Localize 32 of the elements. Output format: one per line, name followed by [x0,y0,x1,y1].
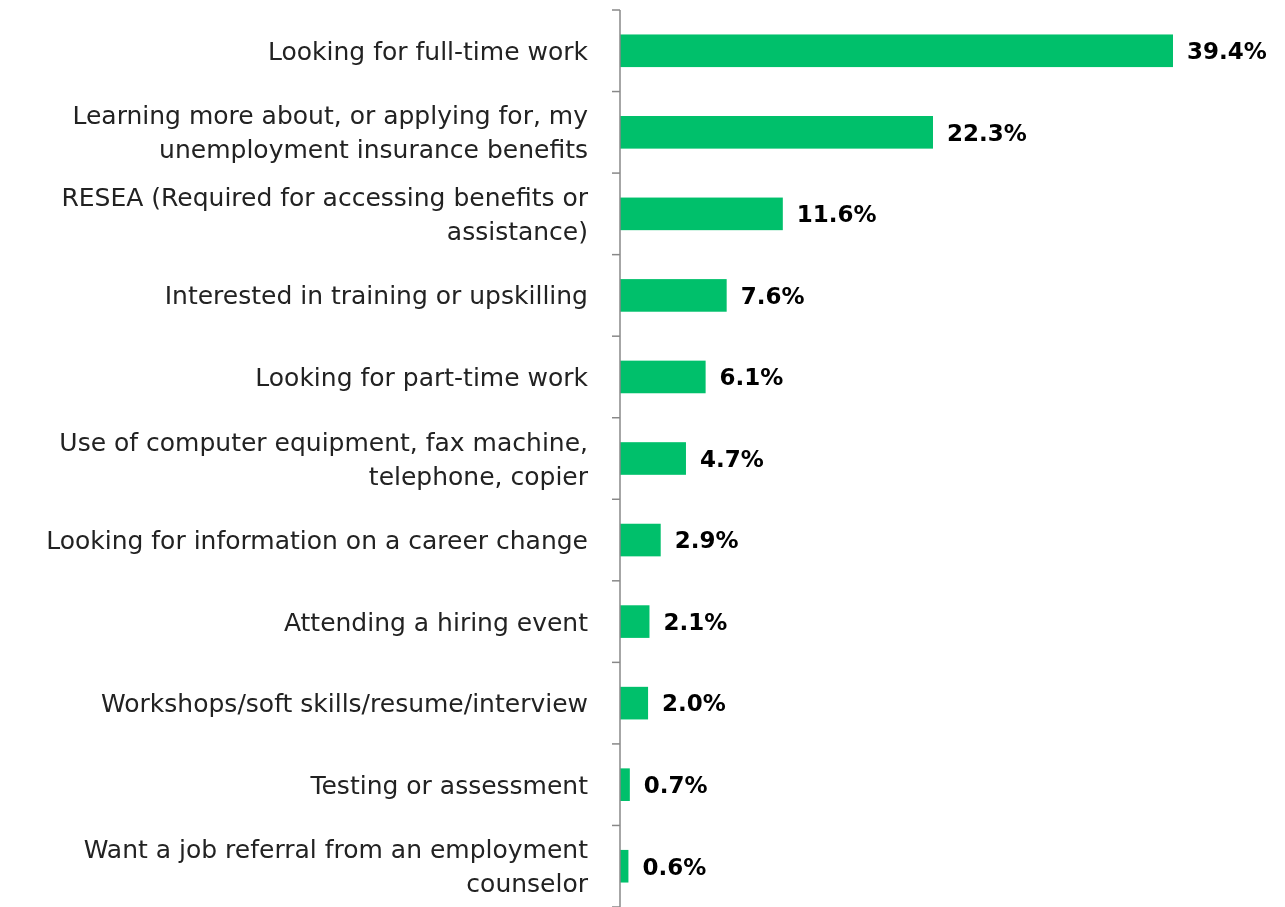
bar [620,768,630,801]
bar [620,279,727,312]
bar [620,360,706,394]
data-label: 2.0% [662,690,726,717]
y-tick-label: Looking for full-time work [268,36,589,66]
bar [620,197,783,231]
data-label: 22.3% [946,119,1027,146]
data-label: 39.4% [1187,38,1267,65]
bar [620,34,1173,68]
y-tick-label: Workshops/soft skills/resume/interview [101,689,588,719]
y-tick-label: Use of computer equipment, fax machine, telephone, copier [59,427,589,491]
data-label: 11.6% [796,201,877,228]
y-tick-label: Want a job referral from an employment counselor [83,835,589,899]
bar [620,116,933,149]
data-label: 6.1% [719,364,784,391]
data-label: 4.7% [699,445,764,472]
data-label: 2.1% [663,608,728,635]
y-tick-label: Interested in training or upskilling [164,281,588,311]
y-tick-label: Testing or assessment [309,770,589,800]
bar [620,686,649,720]
y-tick-label: RESEA (Required for accessing benefits or assistance) [61,182,589,246]
data-label: 0.7% [643,771,708,798]
y-tick-label: Attending a hiring event [283,607,589,637]
y-tick-label: Looking for part-time work [255,362,589,392]
data-label: 7.6% [740,282,805,309]
data-label: 0.6% [642,853,707,880]
y-tick-label: Looking for information on a career change [46,526,588,556]
bar [620,442,686,475]
bar [620,523,661,557]
y-tick-label: Learning more about, or applying for, my unemployment insurance benefits [72,101,589,165]
data-label: 2.9% [674,527,739,554]
bar [620,605,650,638]
